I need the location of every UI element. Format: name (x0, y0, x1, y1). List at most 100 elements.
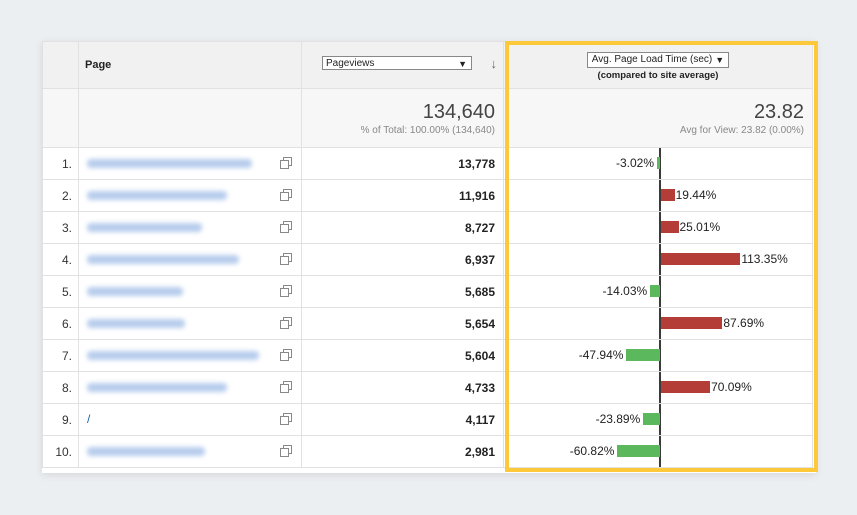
load-time-cell: -47.94% (503, 339, 813, 372)
delta-label: -23.89% (595, 412, 641, 426)
page-cell (78, 243, 302, 276)
page-link-blurred[interactable] (87, 383, 227, 392)
load-avg: 23.82 (753, 100, 804, 123)
page-cell (78, 275, 302, 308)
open-external-icon[interactable] (280, 221, 292, 233)
table-row: 4. 6,937 113.35% (42, 243, 813, 276)
bar-axis (659, 148, 661, 179)
open-external-icon[interactable] (280, 381, 292, 393)
page-link-blurred[interactable] (87, 191, 227, 200)
open-external-icon[interactable] (280, 157, 292, 169)
positive-bar (661, 189, 675, 201)
bar-axis (659, 436, 661, 467)
open-external-icon[interactable] (280, 445, 292, 457)
pageviews-cell: 5,654 (301, 307, 504, 340)
positive-bar (661, 221, 679, 233)
page-column-header[interactable]: Page (78, 41, 302, 89)
load-metric-select[interactable]: Avg. Page Load Time (sec) ▼ (586, 52, 730, 68)
negative-bar (657, 157, 660, 169)
row-number: 3. (42, 211, 79, 244)
report-table: Page Pageviews ▼ ↓ Avg. Page Load Time (… (42, 41, 813, 468)
row-number: 8. (42, 371, 79, 404)
load-subtitle: (compared to site average) (597, 70, 719, 81)
pageviews-total-note: % of Total: 100.00% (134,640) (360, 124, 495, 136)
sort-down-arrow-icon[interactable]: ↓ (490, 56, 498, 71)
dropdown-arrow-icon: ▼ (458, 59, 467, 69)
pageviews-cell: 4,117 (301, 403, 504, 436)
page-cell (78, 179, 302, 212)
summary-row: 134,640 % of Total: 100.00% (134,640) 23… (42, 88, 813, 148)
bar-axis (659, 404, 661, 435)
negative-bar (617, 445, 660, 457)
page-link-blurred[interactable] (87, 287, 183, 296)
load-summary: 23.82 Avg for View: 23.82 (0.00%) (503, 88, 813, 148)
row-number: 2. (42, 179, 79, 212)
delta-label: 87.69% (723, 316, 765, 330)
positive-bar (661, 253, 741, 265)
bar-axis (659, 276, 661, 307)
pageviews-cell: 4,733 (301, 371, 504, 404)
row-number: 1. (42, 147, 79, 180)
delta-label: 113.35% (741, 252, 788, 266)
table-row: 2. 11,916 19.44% (42, 179, 813, 212)
load-time-cell: 19.44% (503, 179, 813, 212)
load-time-cell: -23.89% (503, 403, 813, 436)
open-external-icon[interactable] (280, 189, 292, 201)
negative-bar (650, 285, 660, 297)
pageviews-cell: 8,727 (301, 211, 504, 244)
delta-label: -47.94% (578, 348, 624, 362)
open-external-icon[interactable] (280, 253, 292, 265)
table-row: 9. / 4,117 -23.89% (42, 403, 813, 436)
pageviews-cell: 5,604 (301, 339, 504, 372)
page-cell (78, 147, 302, 180)
load-time-cell: -3.02% (503, 147, 813, 180)
metric-select[interactable]: Pageviews ▼ (322, 56, 472, 70)
table-row: 1. 13,778 -3.02% (42, 147, 813, 180)
row-number: 4. (42, 243, 79, 276)
bar-axis (659, 212, 661, 243)
bar-axis (659, 372, 661, 403)
table-row: 7. 5,604 -47.94% (42, 339, 813, 372)
row-number: 6. (42, 307, 79, 340)
delta-label: 25.01% (679, 220, 721, 234)
open-external-icon[interactable] (280, 317, 292, 329)
page-cell (78, 371, 302, 404)
load-time-cell: -14.03% (503, 275, 813, 308)
page-link[interactable]: / (87, 412, 91, 426)
page-cell (78, 211, 302, 244)
pageviews-column-header: Pageviews ▼ ↓ (301, 41, 504, 89)
load-avg-note: Avg for View: 23.82 (0.00%) (679, 124, 804, 136)
header-row: Page Pageviews ▼ ↓ Avg. Page Load Time (… (42, 41, 813, 89)
pageviews-cell: 6,937 (301, 243, 504, 276)
row-number: 9. (42, 403, 79, 436)
load-time-cell: 25.01% (503, 211, 813, 244)
table-row: 10. 2,981 -60.82% (42, 435, 813, 468)
bar-axis (659, 244, 661, 275)
page-cell (78, 307, 302, 340)
table-row: 6. 5,654 87.69% (42, 307, 813, 340)
report-table-card: Page Pageviews ▼ ↓ Avg. Page Load Time (… (42, 41, 816, 473)
header-rownum (42, 41, 79, 89)
open-external-icon[interactable] (280, 349, 292, 361)
page-link-blurred[interactable] (87, 159, 252, 168)
open-external-icon[interactable] (280, 413, 292, 425)
summary-rownum (42, 88, 79, 148)
load-metric-select-value: Avg. Page Load Time (sec) (591, 54, 713, 65)
page-link-blurred[interactable] (87, 319, 185, 328)
page-cell: / (78, 403, 302, 436)
table-row: 8. 4,733 70.09% (42, 371, 813, 404)
page-link-blurred[interactable] (87, 447, 205, 456)
page-link-blurred[interactable] (87, 223, 202, 232)
summary-page (78, 88, 302, 148)
negative-bar (626, 349, 660, 361)
open-external-icon[interactable] (280, 285, 292, 297)
page-link-blurred[interactable] (87, 351, 259, 360)
dropdown-arrow-icon: ▼ (715, 55, 725, 65)
table-row: 3. 8,727 25.01% (42, 211, 813, 244)
pageviews-cell: 5,685 (301, 275, 504, 308)
delta-label: -60.82% (569, 444, 615, 458)
load-time-cell: 87.69% (503, 307, 813, 340)
pageviews-summary: 134,640 % of Total: 100.00% (134,640) (301, 88, 504, 148)
page-link-blurred[interactable] (87, 255, 239, 264)
positive-bar (661, 317, 723, 329)
